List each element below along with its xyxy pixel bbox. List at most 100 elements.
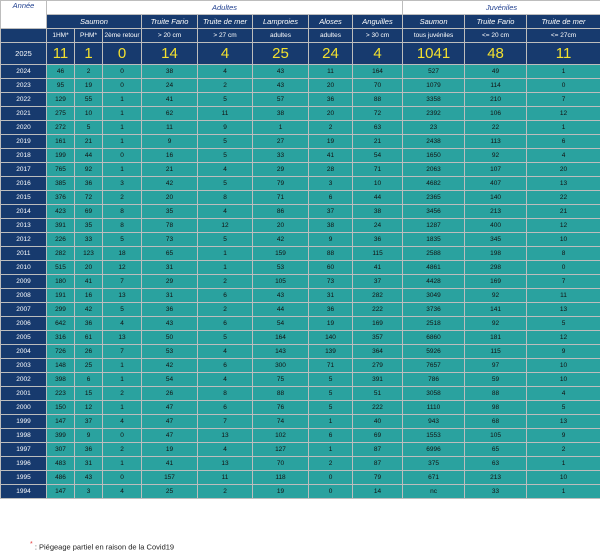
value-cell: 71 — [252, 190, 309, 205]
value-cell: 21 — [74, 134, 103, 149]
table-row: 2006 642 36 4 43 6 54 19 169 2518 92 5 — [0, 316, 600, 331]
year-label: 2022 — [16, 96, 31, 103]
value-cell: 21 — [526, 204, 600, 219]
year-cell: 2006 — [0, 316, 47, 331]
value-cell: 24 — [141, 78, 198, 93]
value-cell: 222 — [351, 302, 404, 317]
value-cell: 4 — [197, 204, 253, 219]
table-row: 1995 486 43 0 157 11 118 0 79 671 213 10 — [0, 470, 600, 485]
year-cell: 2023 — [0, 78, 47, 93]
value-cell: 8 — [197, 190, 253, 205]
value-cell: 642 — [46, 316, 75, 331]
value-cell: 357 — [351, 330, 404, 345]
value-cell: 1835 — [402, 232, 466, 247]
header-annee-blank — [0, 28, 47, 43]
value-cell: 2 — [102, 190, 142, 205]
value-cell: 13 — [526, 414, 600, 429]
value-cell: 5 — [197, 176, 253, 191]
value-cell: 97 — [464, 358, 528, 373]
value-cell: 54 — [141, 372, 198, 387]
value-cell: 9 — [526, 428, 600, 443]
value-cell: 31 — [74, 456, 103, 471]
year-label: 2006 — [16, 320, 31, 327]
header-band-row: Année Adultes Juvéniles — [0, 0, 600, 29]
header-truite-fario-adult: Truite Fario — [141, 14, 198, 29]
value-cell: 36 — [141, 302, 198, 317]
value-cell: 115 — [351, 246, 404, 261]
year-label: 2014 — [16, 208, 31, 215]
value-cell: 63 — [351, 120, 404, 135]
value-cell: 36 — [74, 316, 103, 331]
value-cell: 0 — [526, 260, 600, 275]
value-cell: 1 — [102, 106, 142, 121]
value-cell: 210 — [464, 92, 528, 107]
value-cell: 3358 — [402, 92, 466, 107]
value-cell: 4 — [197, 64, 253, 79]
value-cell: 47 — [141, 400, 198, 415]
current-value: 4 — [351, 42, 404, 65]
year-label: 2018 — [16, 152, 31, 159]
year-label: 1997 — [16, 446, 31, 453]
value-cell: 12 — [526, 218, 600, 233]
value-cell: 57 — [252, 92, 309, 107]
value-cell: 22 — [464, 120, 528, 135]
current-value: 1 — [74, 42, 103, 65]
value-cell: 140 — [308, 330, 353, 345]
table-row: 1997 307 36 2 19 4 127 1 87 6996 65 2 — [0, 442, 600, 457]
value-cell: 223 — [46, 386, 75, 401]
value-cell: 385 — [46, 176, 75, 191]
value-cell: 3 — [74, 484, 103, 499]
value-cell: 6860 — [402, 330, 466, 345]
value-cell: 40 — [351, 414, 404, 429]
value-cell: 1 — [308, 442, 353, 457]
year-label: 2015 — [16, 194, 31, 201]
value-cell: 25 — [74, 358, 103, 373]
value-cell: 92 — [464, 316, 528, 331]
value-cell: 107 — [464, 162, 528, 177]
year-label: 2007 — [16, 306, 31, 313]
year-cell: 2010 — [0, 260, 47, 275]
value-cell: 148 — [46, 358, 75, 373]
value-cell: 13 — [526, 176, 600, 191]
value-cell: 9 — [141, 134, 198, 149]
value-cell: 6 — [197, 358, 253, 373]
value-cell: 20 — [74, 260, 103, 275]
value-cell: 143 — [252, 344, 309, 359]
value-cell: 316 — [46, 330, 75, 345]
header-saumon-juv: Saumon — [402, 14, 466, 29]
value-cell: 6 — [308, 428, 353, 443]
table-row: 1999 147 37 4 47 7 74 1 40 943 68 13 — [0, 414, 600, 429]
value-cell: 75 — [252, 372, 309, 387]
value-cell: 300 — [252, 358, 309, 373]
value-cell: 5 — [526, 400, 600, 415]
value-cell: 70 — [252, 456, 309, 471]
value-cell: 275 — [46, 106, 75, 121]
table-row: 2021 275 10 1 62 11 38 20 72 2392 106 12 — [0, 106, 600, 121]
value-cell: 13 — [197, 428, 253, 443]
value-cell: 20 — [141, 190, 198, 205]
footnote-text: : Piégeage partiel en raison de la Covid… — [32, 542, 175, 552]
year-label: 2010 — [16, 264, 31, 271]
value-cell: 14 — [351, 484, 404, 499]
table-row: 2018 199 44 0 16 5 33 41 54 1650 92 4 — [0, 148, 600, 163]
value-cell: 4 — [102, 316, 142, 331]
table-row: 2014 423 69 8 35 4 86 37 38 3456 213 21 — [0, 204, 600, 219]
header-aloses: Aloses — [308, 14, 353, 29]
value-cell: 31 — [308, 288, 353, 303]
table-row: 2020 * 272 5 1 11 9 1 2 63 23 22 1 — [0, 120, 600, 135]
value-cell: 31 — [141, 288, 198, 303]
year-cell: 1998 — [0, 428, 47, 443]
value-cell: 69 — [351, 428, 404, 443]
value-cell: 4428 — [402, 274, 466, 289]
value-cell: 2518 — [402, 316, 466, 331]
sub-mer-juv: <= 27cm — [526, 28, 600, 43]
value-cell: 127 — [252, 442, 309, 457]
value-cell: 279 — [351, 358, 404, 373]
value-cell: 13 — [197, 456, 253, 471]
value-cell: 1 — [197, 246, 253, 261]
value-cell: 6 — [308, 190, 353, 205]
value-cell: 9 — [74, 428, 103, 443]
value-cell: 88 — [351, 92, 404, 107]
value-cell: 11 — [141, 120, 198, 135]
value-cell: 198 — [464, 246, 528, 261]
